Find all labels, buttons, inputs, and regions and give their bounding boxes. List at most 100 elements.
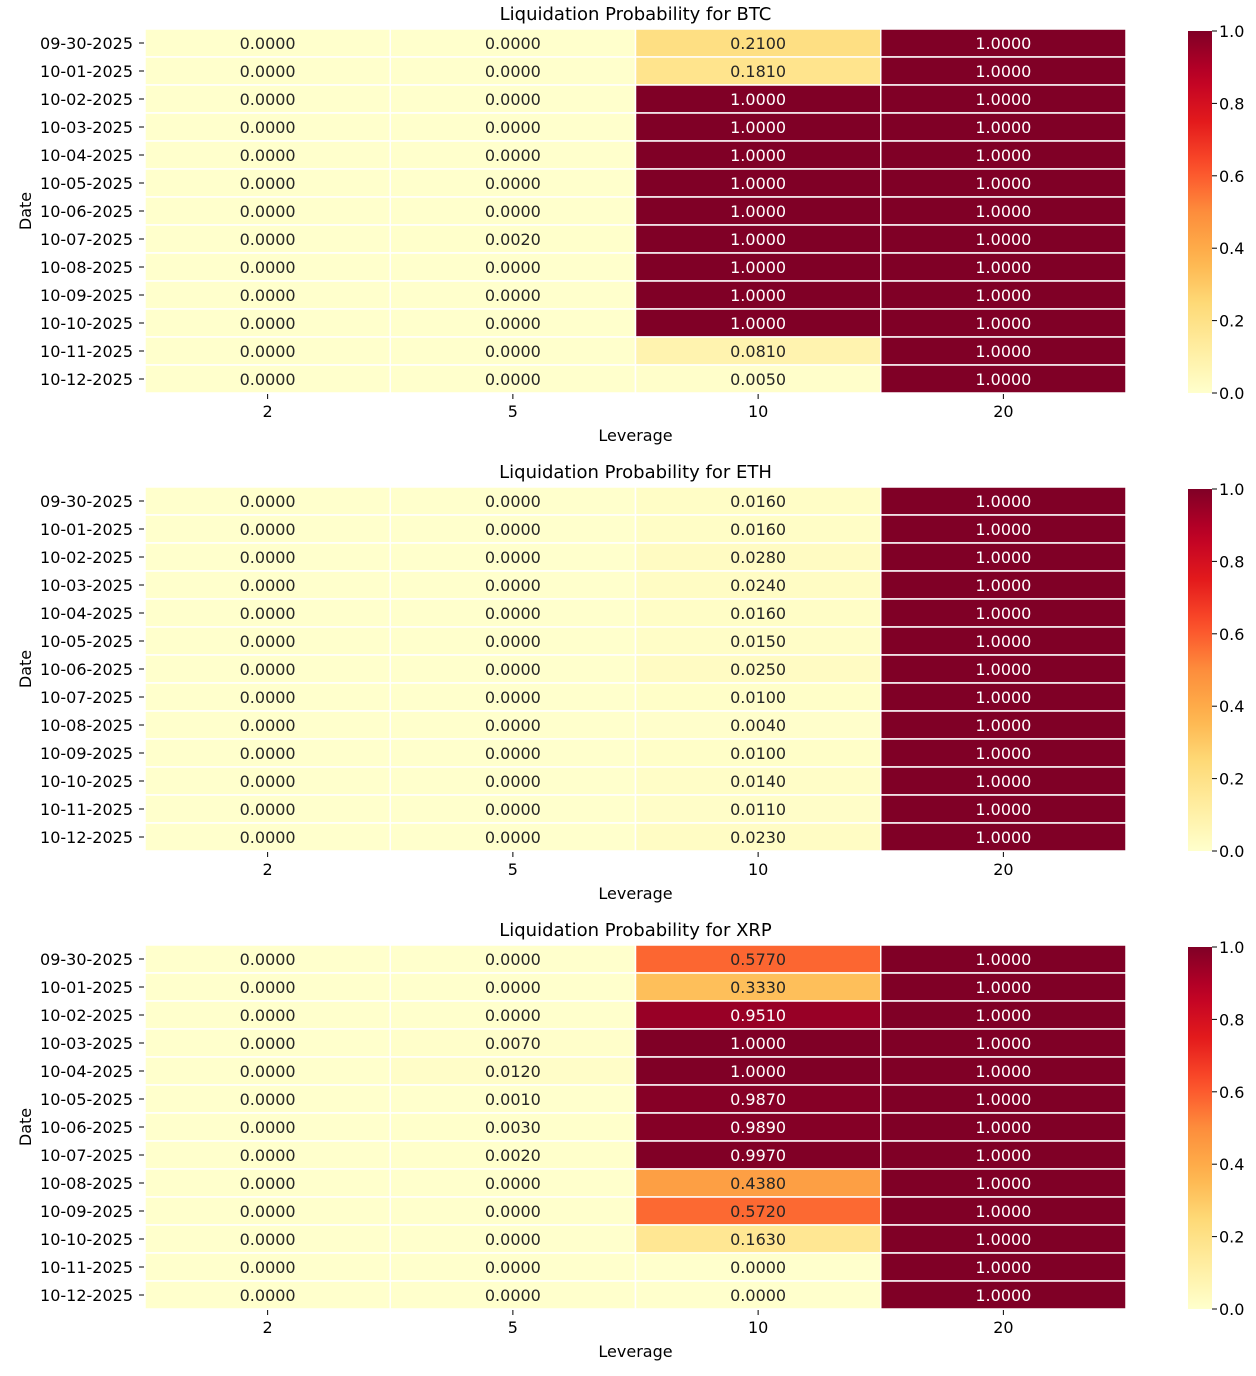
heatmap-cell	[144, 486, 391, 516]
heatmap-cell	[634, 140, 882, 170]
cell-value-label: 0.0000	[485, 202, 541, 221]
heatmap-cell	[880, 626, 1127, 656]
cell-value-label: 1.0000	[975, 286, 1031, 305]
heatmap-cell	[389, 710, 637, 740]
colorbar	[1188, 31, 1212, 393]
y-tick-label: 09-30-2025	[40, 950, 133, 969]
cell-value-label: 1.0000	[975, 978, 1031, 997]
heatmap-cell	[880, 308, 1127, 338]
cell-value-label: 0.0000	[240, 492, 296, 511]
heatmap-cell	[880, 542, 1127, 572]
cell-value-label: 0.0000	[485, 118, 541, 137]
heatmap-cell	[144, 168, 391, 198]
cell-value-label: 0.0000	[240, 576, 296, 595]
cell-value-label: 0.0000	[240, 632, 296, 651]
heatmap-cell	[144, 224, 391, 254]
y-tick-label: 10-12-2025	[40, 370, 133, 389]
cell-value-label: 0.0000	[240, 1258, 296, 1277]
cell-value-label: 0.0000	[240, 174, 296, 193]
heatmap-cell	[880, 570, 1127, 600]
heatmap-cell	[389, 1224, 637, 1254]
y-tick-label: 10-04-2025	[40, 146, 133, 165]
cell-value-label: 0.0000	[240, 1006, 296, 1025]
cell-value-label: 0.0140	[730, 772, 786, 791]
heatmap-cell	[144, 140, 391, 170]
cell-value-label: 1.0000	[730, 146, 786, 165]
cell-value-label: 0.9890	[730, 1118, 786, 1137]
cell-value-label: 0.0000	[730, 1286, 786, 1305]
y-tick-label: 10-05-2025	[40, 632, 133, 651]
cell-value-label: 0.0000	[240, 34, 296, 53]
cell-value-label: 1.0000	[975, 660, 1031, 679]
cell-value-label: 0.0100	[730, 744, 786, 763]
heatmap-cell	[144, 682, 391, 712]
y-tick-label: 09-30-2025	[40, 34, 133, 53]
heatmap-cell	[389, 542, 637, 572]
heatmap-cell	[634, 1056, 882, 1086]
heatmap-cell	[389, 794, 637, 824]
heatmap-cell	[880, 1196, 1127, 1226]
cell-value-label: 0.4380	[730, 1174, 786, 1193]
cell-value-label: 1.0000	[975, 230, 1031, 249]
cell-value-label: 0.3330	[730, 978, 786, 997]
heatmap-cell	[634, 626, 882, 656]
cell-value-label: 0.0100	[730, 688, 786, 707]
heatmap-cell	[389, 1280, 637, 1310]
cell-value-label: 1.0000	[975, 118, 1031, 137]
cell-value-label: 1.0000	[975, 342, 1031, 361]
heatmap-cell	[144, 626, 391, 656]
cell-value-label: 0.0000	[485, 258, 541, 277]
heatmap-cell	[634, 972, 882, 1002]
heatmap-cell	[389, 1168, 637, 1198]
cell-value-label: 0.0000	[485, 660, 541, 679]
cell-value-label: 0.0000	[240, 1090, 296, 1109]
heatmap-cell	[389, 766, 637, 796]
y-tick-label: 10-12-2025	[40, 828, 133, 847]
heatmap-cell	[144, 1168, 391, 1198]
cell-value-label: 1.0000	[975, 492, 1031, 511]
cell-value-label: 1.0000	[975, 1286, 1031, 1305]
cell-value-label: 1.0000	[975, 744, 1031, 763]
cell-value-label: 0.0000	[240, 314, 296, 333]
heatmap-cell	[634, 514, 882, 544]
heatmap-cell	[880, 822, 1127, 852]
colorbar-tick-label: 1.0	[1219, 938, 1244, 957]
colorbar-tick-label: 0.0	[1219, 1300, 1244, 1319]
x-axis-label: Leverage	[598, 1342, 672, 1361]
heatmap-panel-3: Liquidation Probability for XRP 0.0000 0.0…	[16, 920, 1244, 1361]
y-tick-label: 10-01-2025	[40, 62, 133, 81]
heatmap-cell	[389, 1252, 637, 1282]
cell-value-label: 0.0000	[240, 772, 296, 791]
heatmap-cell	[880, 168, 1127, 198]
heatmap-cell	[144, 542, 391, 572]
y-tick-label: 10-07-2025	[40, 688, 133, 707]
x-tick-label: 20	[993, 1318, 1013, 1337]
cell-value-label: 1.0000	[975, 950, 1031, 969]
cell-value-label: 1.0000	[975, 1034, 1031, 1053]
y-tick-label: 10-03-2025	[40, 1034, 133, 1053]
heatmap-panel-1: Liquidation Probability for BTC 0.0000 0.0…	[16, 4, 1244, 445]
cell-value-label: 0.0000	[240, 1286, 296, 1305]
cell-value-label: 0.0000	[485, 716, 541, 735]
cell-value-label: 1.0000	[730, 286, 786, 305]
cell-value-label: 0.0000	[485, 314, 541, 333]
cell-value-label: 0.0000	[485, 1286, 541, 1305]
heatmap-cell	[880, 1028, 1127, 1058]
y-tick-label: 10-08-2025	[40, 258, 133, 277]
cell-value-label: 1.0000	[730, 1034, 786, 1053]
y-tick-label: 10-08-2025	[40, 716, 133, 735]
cell-value-label: 1.0000	[975, 548, 1031, 567]
cell-value-label: 0.2100	[730, 34, 786, 53]
heatmap-cell	[389, 28, 637, 58]
cell-value-label: 0.0000	[240, 342, 296, 361]
cell-value-label: 1.0000	[730, 90, 786, 109]
heatmap-cell	[880, 514, 1127, 544]
heatmap-cell	[634, 1280, 882, 1310]
cell-value-label: 0.0810	[730, 342, 786, 361]
heatmap-cell	[634, 168, 882, 198]
colorbar-tick-label: 0.4	[1219, 1155, 1244, 1174]
heatmap-cell	[144, 1140, 391, 1170]
heatmap-cell	[389, 654, 637, 684]
cell-value-label: 0.0050	[730, 370, 786, 389]
